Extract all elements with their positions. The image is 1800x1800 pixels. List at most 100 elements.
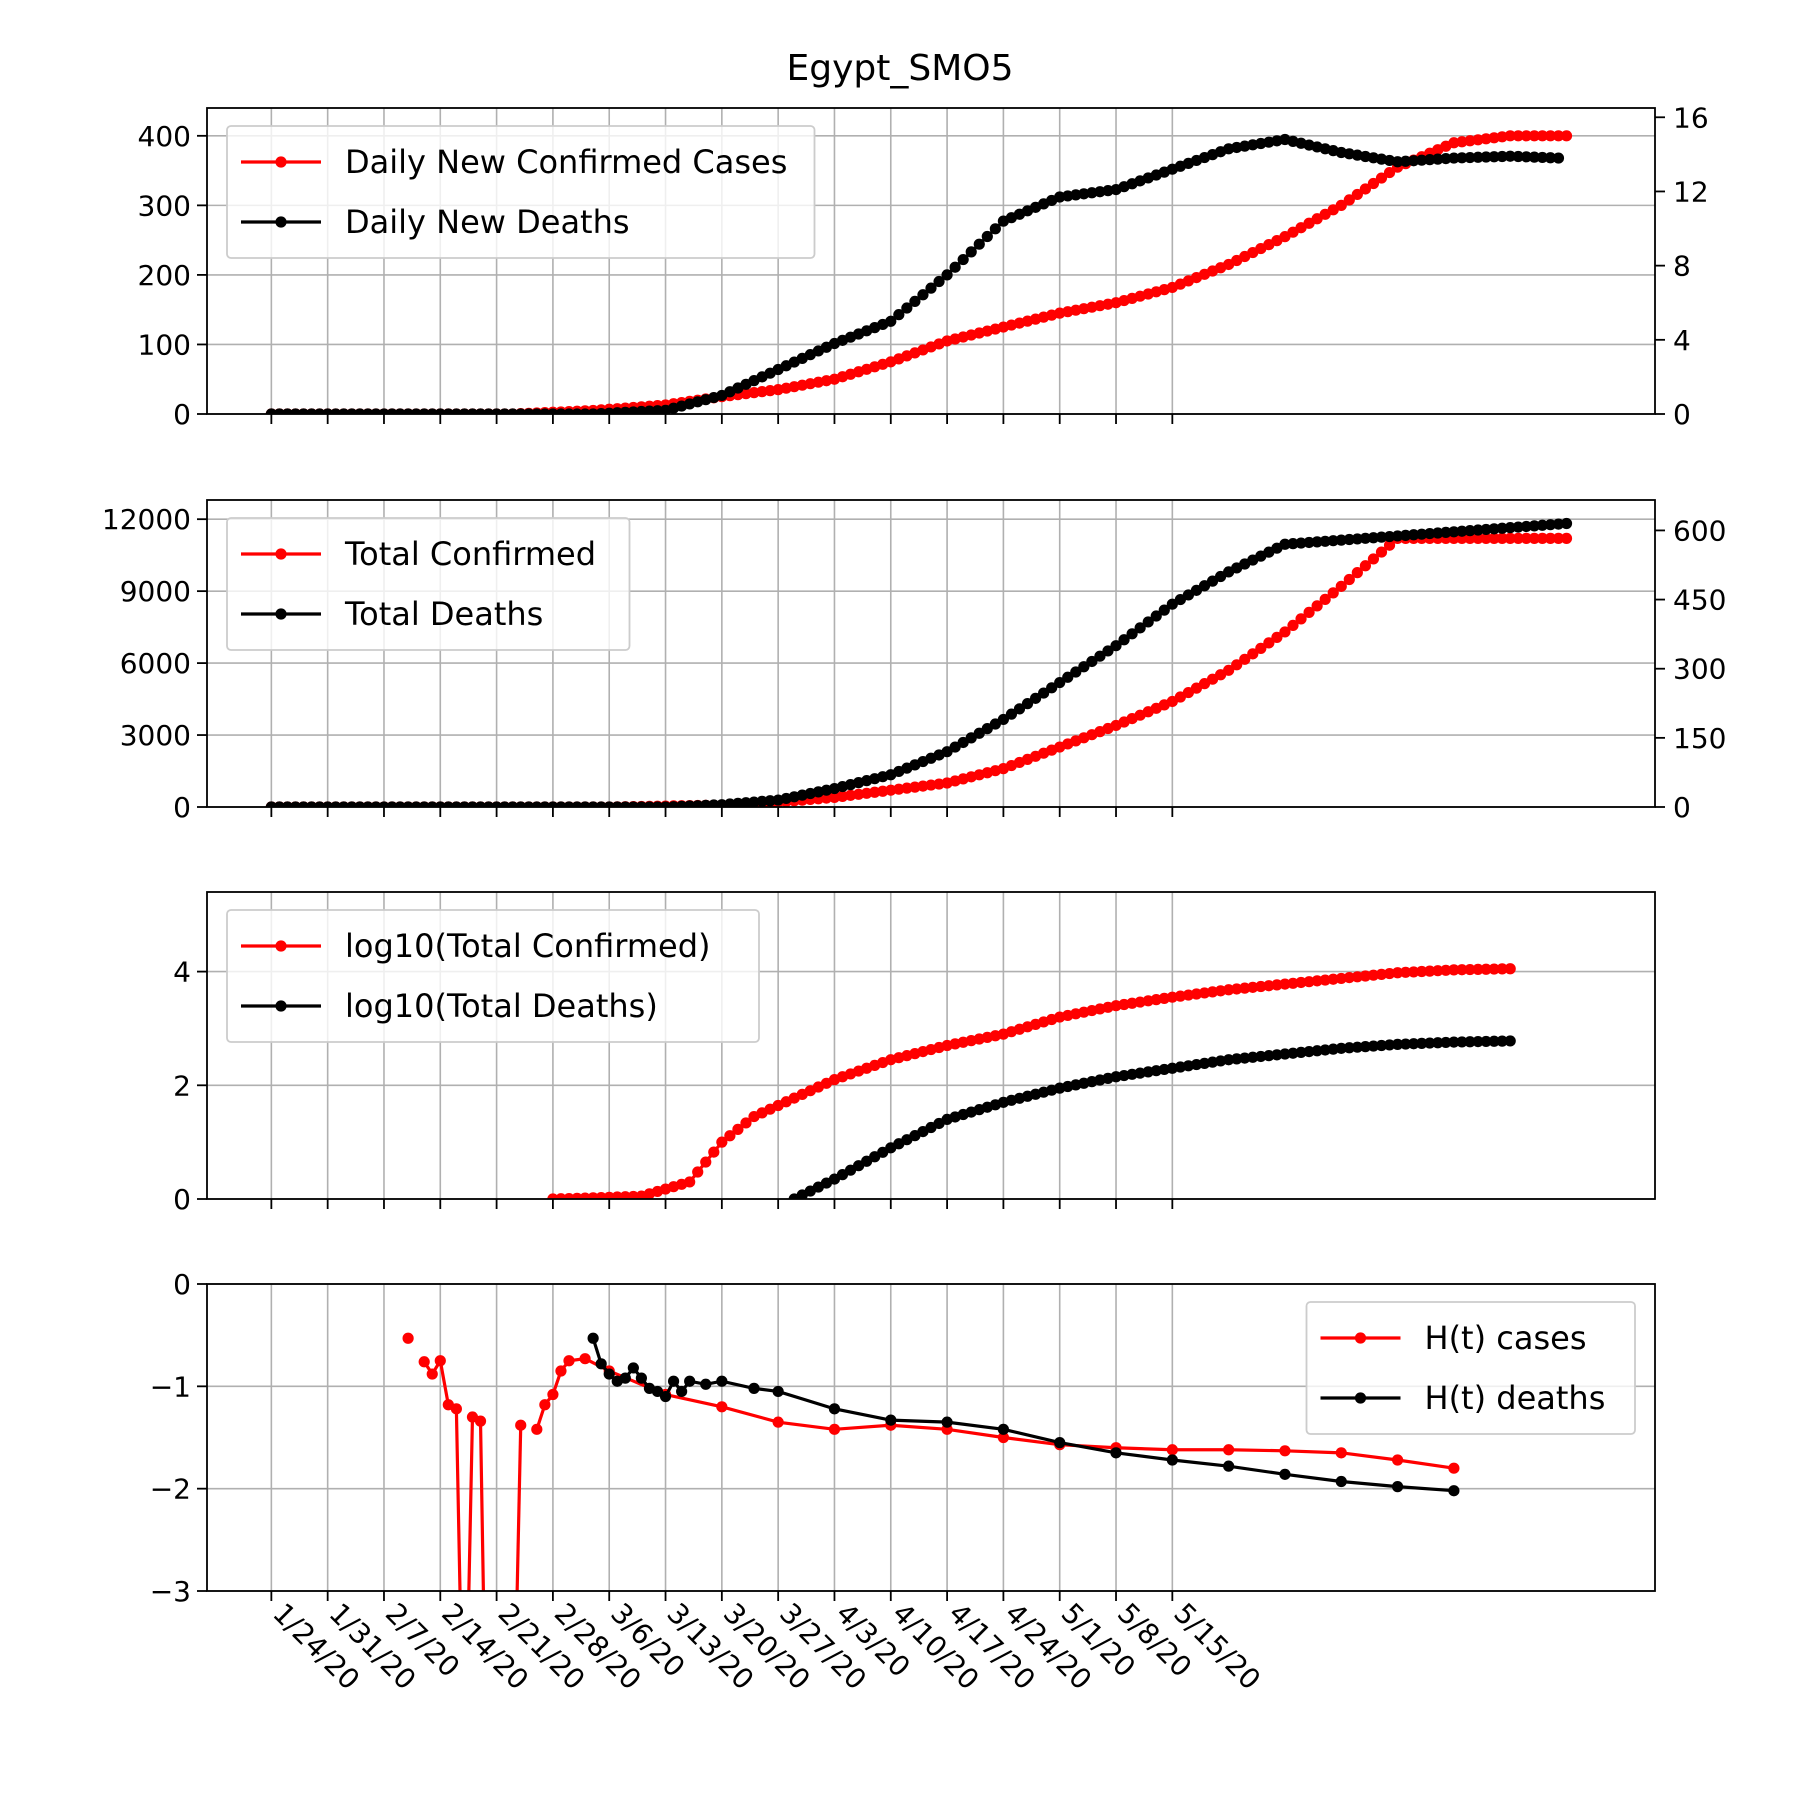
data-point: [1464, 151, 1476, 164]
data-point: [828, 1403, 841, 1415]
data-point: [659, 1390, 672, 1403]
data-point: [1472, 963, 1484, 975]
data-point: [1303, 606, 1315, 618]
data-point: [1496, 522, 1508, 534]
data-point: [1416, 1037, 1428, 1049]
data-point: [949, 261, 961, 273]
data-point: [1448, 964, 1460, 976]
data-point: [1311, 1045, 1323, 1057]
data-point: [1271, 979, 1283, 991]
data-point: [1021, 698, 1034, 710]
data-point: [1488, 151, 1500, 163]
data-point: [1400, 155, 1412, 167]
data-point: [1279, 1445, 1291, 1457]
data-point: [700, 1378, 712, 1390]
y-tick-label: 6000: [120, 647, 191, 680]
data-point: [667, 1375, 680, 1387]
data-point: [1239, 982, 1251, 994]
data-point: [828, 1423, 841, 1435]
data-point: [1536, 151, 1548, 164]
legend-label: Total Deaths: [344, 595, 543, 633]
data-point: [885, 315, 897, 327]
data-point: [1303, 1045, 1315, 1058]
data-point: [1504, 522, 1516, 534]
data-point: [716, 1136, 728, 1148]
data-point: [1496, 150, 1508, 163]
data-point: [587, 1332, 599, 1344]
data-point: [1271, 631, 1283, 643]
data-point: [1351, 1041, 1363, 1053]
data-point: [1303, 976, 1315, 988]
data-point: [1351, 567, 1363, 579]
data-point: [965, 246, 977, 258]
data-point: [1520, 151, 1532, 163]
data-point: [515, 1419, 527, 1431]
data-point: [1287, 977, 1299, 989]
data-point: [1166, 1444, 1178, 1456]
data-point: [1343, 972, 1355, 984]
data-point: [603, 1368, 615, 1380]
data-point: [1504, 130, 1516, 142]
data-point: [1231, 983, 1243, 995]
data-point: [1464, 532, 1476, 544]
data-point: [1359, 970, 1371, 982]
legend-marker: [1354, 1392, 1367, 1404]
data-point: [1512, 521, 1524, 533]
data-point: [724, 1130, 736, 1142]
data-point: [1544, 152, 1557, 164]
data-point: [1424, 965, 1436, 977]
y2-tick-label: 600: [1673, 514, 1726, 547]
data-point: [1239, 1052, 1251, 1064]
data-point: [1432, 1037, 1444, 1049]
legend-label: log10(Total Confirmed): [345, 927, 711, 965]
data-point: [1560, 130, 1573, 142]
data-point: [1391, 967, 1404, 979]
data-point: [595, 1358, 607, 1370]
y-tick-label: 0: [173, 398, 191, 431]
data-point: [1456, 1036, 1468, 1048]
data-point: [885, 1414, 897, 1426]
y-tick-label: −2: [150, 1473, 191, 1506]
data-point: [1062, 671, 1074, 683]
data-point: [1279, 978, 1291, 990]
data-point: [1416, 965, 1428, 978]
y-tick-label: 0: [173, 1268, 191, 1301]
data-point: [1432, 527, 1444, 539]
data-point: [1528, 520, 1540, 532]
data-point: [539, 1399, 551, 1411]
data-point: [1560, 517, 1573, 530]
data-point: [893, 309, 905, 321]
data-point: [1391, 156, 1404, 168]
data-point: [1383, 166, 1396, 179]
data-point: [1295, 537, 1307, 549]
data-point: [1496, 532, 1508, 544]
data-point: [1255, 642, 1267, 654]
data-point: [1367, 532, 1380, 544]
data-point: [1440, 964, 1452, 976]
data-point: [1311, 600, 1323, 612]
data-point: [772, 1385, 784, 1398]
data-point: [1448, 526, 1460, 538]
data-point: [1480, 151, 1492, 163]
data-point: [1078, 661, 1090, 673]
panel-3: 0 2 4 log10(Total Confirmed) log10(Total Dea…: [173, 891, 1656, 1216]
series-line: [793, 1039, 1511, 1199]
y-tick-label: 2: [173, 1069, 191, 1102]
y2-tick-label: 8: [1673, 250, 1691, 283]
data-point: [1375, 546, 1388, 558]
data-point: [1343, 533, 1355, 546]
data-point: [676, 1385, 688, 1398]
data-point: [1110, 1447, 1122, 1459]
data-point: [1536, 519, 1548, 531]
data-point: [1560, 532, 1573, 544]
data-point: [1335, 1042, 1347, 1054]
data-point: [1488, 963, 1500, 975]
data-point: [772, 1416, 784, 1428]
data-point: [1456, 964, 1468, 976]
y-tick-label: 300: [138, 189, 191, 222]
data-point: [1440, 526, 1452, 538]
data-point: [1319, 1044, 1331, 1056]
data-point: [692, 1166, 704, 1178]
data-point: [716, 1401, 728, 1413]
y-tick-label: 3000: [120, 719, 191, 752]
